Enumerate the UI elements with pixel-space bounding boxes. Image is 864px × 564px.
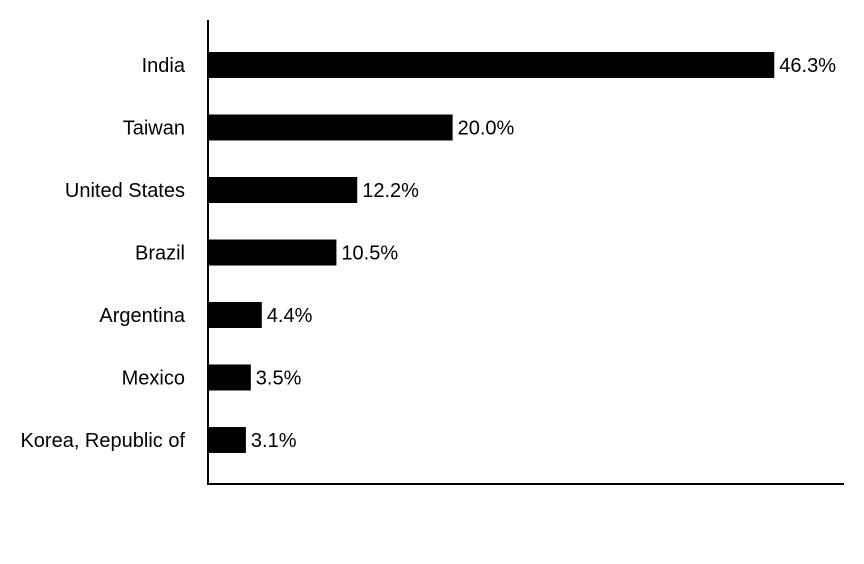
category-label: Mexico [122,368,185,390]
bar-taiwan [208,114,453,141]
category-label: India [142,55,186,77]
bar-united-states [208,177,358,203]
category-label: Korea, Republic of [20,430,185,452]
value-label: 46.3% [779,55,836,77]
bars-group [208,52,775,453]
value-label: 20.0% [458,118,515,140]
value-label: 4.4% [267,305,313,327]
category-label: Brazil [135,243,185,265]
value-label: 3.5% [256,368,302,390]
category-label: United States [65,180,185,202]
value-labels-group: 46.3% 20.0% 12.2% 10.5% 4.4% 3.5% 3.1% [251,55,836,452]
value-label: 12.2% [362,180,419,202]
category-labels-group: India Taiwan United States Brazil Argentina M… [20,55,185,452]
bar-brazil [208,239,337,266]
bar-argentina [208,302,262,328]
bar-india [208,52,775,78]
category-label: Argentina [99,305,185,327]
bar-mexico [208,364,251,391]
bar-korea-republic-of [208,427,246,453]
category-label: Taiwan [123,118,185,140]
value-label: 3.1% [251,430,297,452]
value-label: 10.5% [341,243,398,265]
